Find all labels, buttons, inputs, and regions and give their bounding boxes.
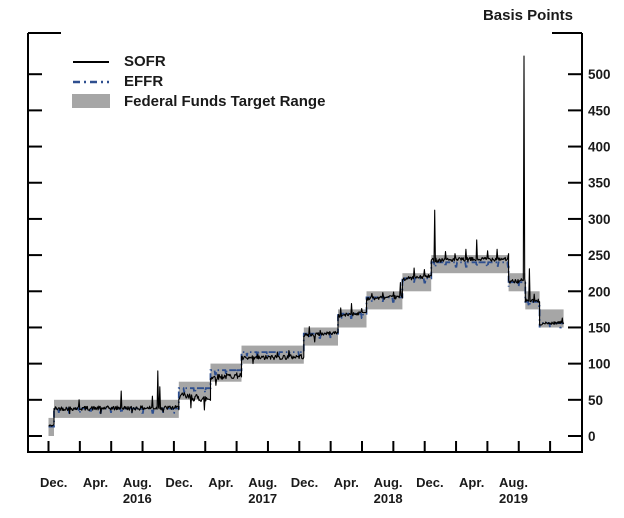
x-axis-year-label: 2016 [123,491,152,506]
x-axis-month-label: Aug. [123,475,152,490]
y-axis-label: 350 [588,176,611,191]
x-axis-year-label: 2017 [248,491,277,506]
effr-line-sample-icon [72,72,110,90]
y-axis-label: 450 [588,103,611,118]
x-axis-month-label: Dec. [40,475,67,490]
y-axis-label: 300 [588,212,611,227]
sofr-line [48,55,565,427]
y-axis-label: 0 [588,429,596,444]
y-axis-label: 500 [588,67,611,82]
x-axis-month-label: Dec. [416,475,443,490]
legend-row-target-range: Federal Funds Target Range [72,91,325,111]
x-axis-month-label: Dec. [291,475,318,490]
x-axis-year-label: 2018 [374,491,403,506]
y-axis-label: 400 [588,140,611,155]
legend-label-sofr: SOFR [124,52,166,70]
target-range-band-sample-icon [72,94,110,108]
x-axis-month-label: Aug. [248,475,277,490]
x-axis-year-label: 2019 [499,491,528,506]
legend-row-sofr: SOFR [72,51,325,71]
x-axis-month-label: Apr. [83,475,108,490]
legend-label-target-range: Federal Funds Target Range [124,92,326,110]
x-axis-month-label: Apr. [334,475,359,490]
x-axis-month-label: Dec. [165,475,192,490]
y-axis-label: 200 [588,284,611,299]
x-axis-month-label: Apr. [459,475,484,490]
x-axis-month-label: Apr. [208,475,233,490]
legend-row-effr: EFFR [72,71,325,91]
x-axis-month-label: Aug. [374,475,403,490]
y-axis-label: 50 [588,393,603,408]
y-axis-label: 150 [588,320,611,335]
target-range-band-segment [539,309,564,328]
y-axis-label: 250 [588,248,611,263]
y-axis-label: 100 [588,357,611,372]
sofr-line-sample-icon [72,52,110,70]
x-axis-month-label: Aug. [499,475,528,490]
target-range-band-segment [241,345,304,364]
chart-unit-title: Basis Points [482,7,573,24]
legend: SOFR EFFR Federal Funds Target Range [72,51,325,111]
legend-label-effr: EFFR [124,72,164,90]
